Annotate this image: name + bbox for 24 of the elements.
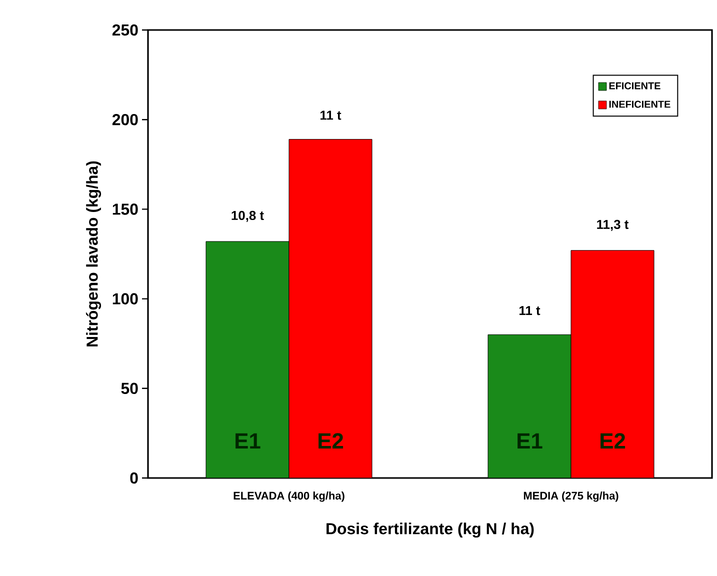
annotation: 11,3 t [597,220,629,231]
bar [570,250,654,478]
annotation: 10,8 t [232,210,264,222]
y-tick-label: 200 [112,114,138,126]
annotation: E1 [518,433,542,448]
x-axis-title: Dosis fertilizante (kg N / ha) [326,522,534,538]
legend-label: INEFICIENTE [609,100,670,108]
bar [206,241,290,478]
annotation: 11 t [320,110,342,120]
y-tick-label: 150 [112,204,138,215]
x-tick-label: MEDIA (275 kg/ha) [524,492,618,502]
annotation: E1 [236,433,260,448]
y-tick-label: 100 [112,293,138,304]
y-tick-label: 50 [121,382,138,394]
annotation: E2 [600,433,626,448]
y-axis-title: Nitrógeno lavado (kg/ha) [86,161,102,346]
bar [488,334,572,478]
bar [288,139,372,478]
x-tick-label: ELEVADA (400 kg/ha) [234,492,344,502]
annotation: E2 [318,433,344,448]
annotation: 11 t [520,306,540,316]
y-tick-label: 250 [112,24,138,36]
legend-label: EFICIENTE [609,82,660,90]
y-tick-label: 0 [130,472,138,484]
